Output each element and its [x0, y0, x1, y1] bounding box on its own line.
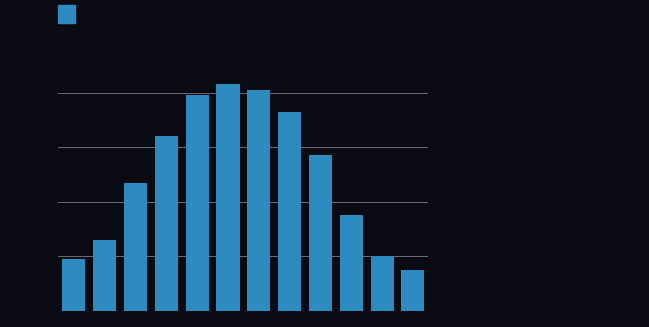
Bar	[339, 215, 363, 311]
Bar	[278, 112, 301, 311]
Bar	[124, 182, 147, 311]
Bar	[154, 136, 178, 311]
Bar	[309, 155, 332, 311]
Bar	[401, 270, 424, 311]
Bar	[93, 240, 116, 311]
Bar	[216, 84, 239, 311]
Bar	[247, 90, 271, 311]
Bar	[62, 259, 86, 311]
Bar	[371, 256, 394, 311]
Bar	[186, 95, 209, 311]
